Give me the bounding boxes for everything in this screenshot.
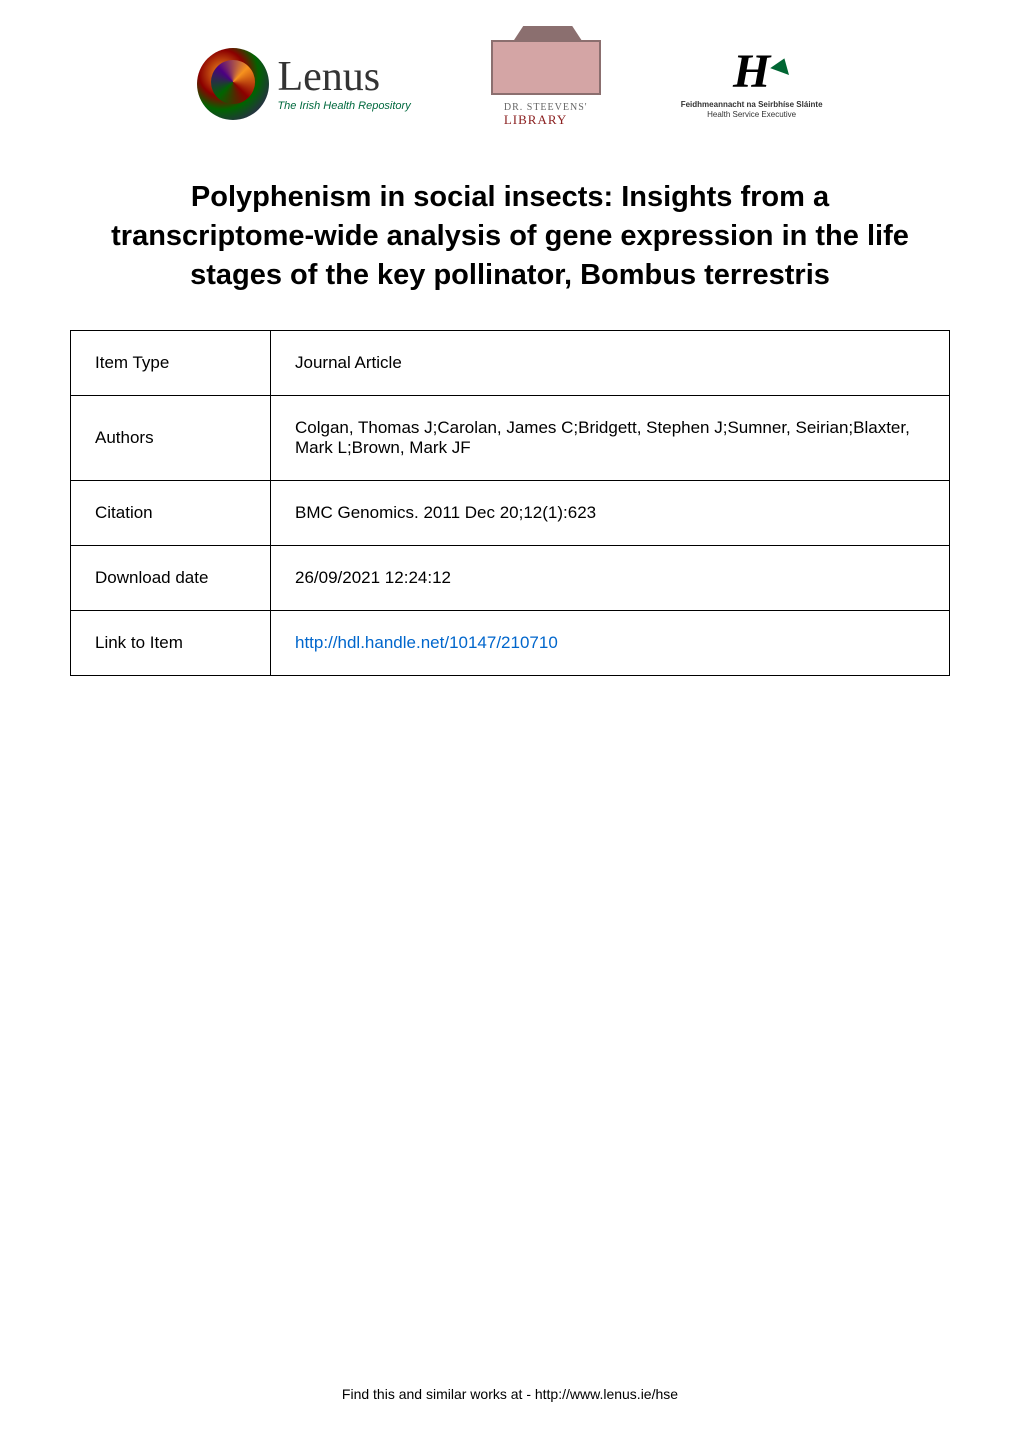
lenus-logo: Lenus The Irish Health Repository <box>197 48 410 120</box>
library-building-icon <box>491 40 601 95</box>
table-row: Download date 26/09/2021 12:24:12 <box>71 546 950 611</box>
metadata-table: Item Type Journal Article Authors Colgan… <box>70 330 950 676</box>
hse-logo: H Feidhmeannacht na Seirbhíse Sláinte He… <box>681 48 823 119</box>
lenus-text-block: Lenus The Irish Health Repository <box>277 56 410 112</box>
meta-label: Download date <box>71 546 271 611</box>
table-row: Item Type Journal Article <box>71 331 950 396</box>
library-text: DR. STEEVENS' LIBRARY <box>504 99 588 128</box>
hse-text-line2: Health Service Executive <box>707 110 796 119</box>
meta-value: Journal Article <box>271 331 950 396</box>
hse-mark-icon: H <box>733 48 770 96</box>
metadata-tbody: Item Type Journal Article Authors Colgan… <box>71 331 950 676</box>
meta-label: Citation <box>71 481 271 546</box>
lenus-title: Lenus <box>277 56 410 98</box>
page-title: Polyphenism in social insects: Insights … <box>70 178 950 295</box>
library-logo: DR. STEEVENS' LIBRARY <box>491 40 601 128</box>
lenus-subtitle: The Irish Health Repository <box>277 100 410 112</box>
library-line2: LIBRARY <box>504 112 567 127</box>
meta-value: BMC Genomics. 2011 Dec 20;12(1):623 <box>271 481 950 546</box>
logos-row: Lenus The Irish Health Repository DR. ST… <box>70 40 950 128</box>
meta-label: Link to Item <box>71 611 271 676</box>
hse-text-line1: Feidhmeannacht na Seirbhíse Sláinte <box>681 100 823 109</box>
meta-label: Authors <box>71 396 271 481</box>
table-row: Authors Colgan, Thomas J;Carolan, James … <box>71 396 950 481</box>
meta-value: Colgan, Thomas J;Carolan, James C;Bridge… <box>271 396 950 481</box>
item-link[interactable]: http://hdl.handle.net/10147/210710 <box>295 633 558 652</box>
meta-value: 26/09/2021 12:24:12 <box>271 546 950 611</box>
hse-text: Feidhmeannacht na Seirbhíse Sláinte Heal… <box>681 100 823 119</box>
table-row: Citation BMC Genomics. 2011 Dec 20;12(1)… <box>71 481 950 546</box>
table-row: Link to Item http://hdl.handle.net/10147… <box>71 611 950 676</box>
footer-text: Find this and similar works at - http://… <box>0 1386 1020 1402</box>
lenus-swirl-icon <box>197 48 269 120</box>
meta-value: http://hdl.handle.net/10147/210710 <box>271 611 950 676</box>
meta-label: Item Type <box>71 331 271 396</box>
